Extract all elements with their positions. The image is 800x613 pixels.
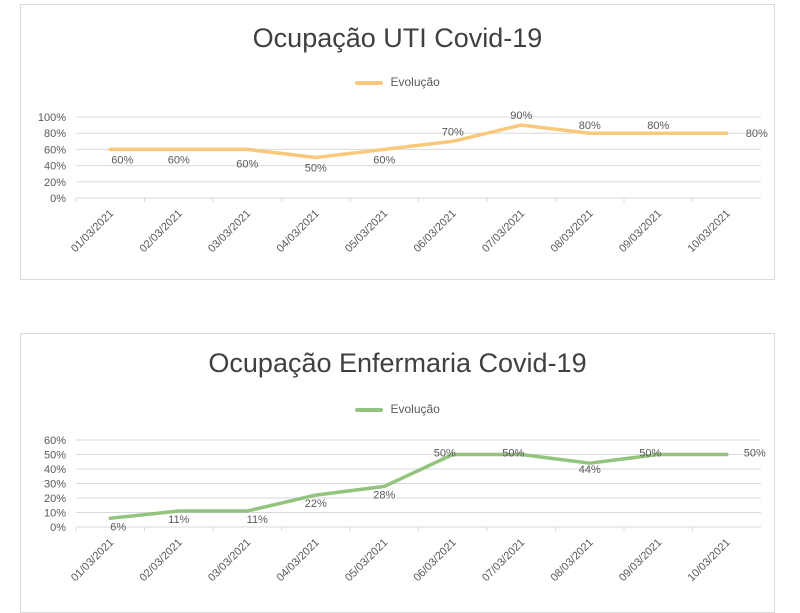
enfermaria-legend-swatch xyxy=(355,407,384,412)
uti-x-tick-label: 07/03/2021 xyxy=(480,208,527,255)
enf-data-label: 50% xyxy=(502,448,524,460)
enf-data-label: 11% xyxy=(247,514,268,526)
enf-series-line xyxy=(108,452,729,521)
enf-x-tick-label: 03/03/2021 xyxy=(206,537,253,584)
uti-data-label: 60% xyxy=(373,154,395,166)
uti-x-tick-label: 01/03/2021 xyxy=(69,208,116,255)
enf-data-label: 50% xyxy=(434,448,456,460)
enf-x-tick-label: 02/03/2021 xyxy=(137,537,184,584)
enf-data-label: 44% xyxy=(579,464,601,476)
enfermaria-legend-label: Evolução xyxy=(390,402,440,416)
enf-x-tick-label: 01/03/2021 xyxy=(69,537,116,584)
uti-y-tick-label: 40% xyxy=(44,161,66,173)
uti-x-tick-label: 03/03/2021 xyxy=(206,208,253,255)
uti-data-label: 60% xyxy=(111,154,133,166)
enfermaria-chart-panel: Ocupação Enfermaria Covid-19 Evolução 0%… xyxy=(20,333,775,613)
enf-y-tick-label: 60% xyxy=(44,435,66,447)
uti-data-label: 60% xyxy=(236,158,258,170)
enf-y-tick-label: 10% xyxy=(44,508,66,520)
uti-y-tick-label: 100% xyxy=(38,112,66,124)
enf-y-tick-label: 0% xyxy=(50,522,66,534)
uti-chart-title: Ocupação UTI Covid-19 xyxy=(252,23,543,53)
uti-data-label: 70% xyxy=(442,126,464,138)
uti-legend: Evolução xyxy=(21,75,774,89)
uti-x-tick-label: 08/03/2021 xyxy=(548,208,595,255)
uti-data-label: 80% xyxy=(579,120,601,132)
enf-x-tick-label: 04/03/2021 xyxy=(274,537,321,584)
uti-x-tick-label: 09/03/2021 xyxy=(617,208,664,255)
uti-data-label: 80% xyxy=(647,120,669,132)
uti-x-tick-label: 02/03/2021 xyxy=(137,208,184,255)
enf-data-label: 50% xyxy=(744,448,766,460)
enf-data-label: 11% xyxy=(168,514,189,526)
uti-legend-label: Evolução xyxy=(390,75,440,89)
enf-data-label: 50% xyxy=(639,448,661,460)
uti-y-tick-label: 20% xyxy=(44,177,66,189)
uti-chart-panel: Ocupação UTI Covid-19 Evolução 0% 20% 40% 6… xyxy=(20,4,775,280)
enfermaria-legend: Evolução xyxy=(21,402,774,416)
uti-data-label: 50% xyxy=(305,163,327,175)
uti-data-label: 80% xyxy=(746,128,768,140)
uti-x-tick-label: 05/03/2021 xyxy=(343,208,390,255)
enf-y-tick-label: 40% xyxy=(44,464,66,476)
enf-data-label: 28% xyxy=(373,489,395,501)
uti-legend-swatch xyxy=(355,80,384,85)
uti-data-label: 60% xyxy=(168,154,190,166)
uti-chart-plot: 0% 20% 40% 60% 80% 100% 01/03/2021 02/03/2021 03… xyxy=(38,110,768,255)
enf-y-tick-label: 30% xyxy=(44,479,66,491)
enf-data-label: 6% xyxy=(110,521,126,533)
uti-series-line xyxy=(108,123,729,160)
enf-x-tick-label: 05/03/2021 xyxy=(343,537,390,584)
uti-x-tick-label: 06/03/2021 xyxy=(411,208,458,255)
enf-y-tick-label: 50% xyxy=(44,450,66,462)
enf-x-tick-label: 07/03/2021 xyxy=(480,537,527,584)
uti-y-tick-label: 60% xyxy=(44,144,66,156)
uti-y-tick-label: 0% xyxy=(50,193,66,205)
enfermaria-chart-plot: 0% 10% 20% 30% 40% 50% 60% 01/03/2021 02/03/2021… xyxy=(44,435,766,584)
enf-data-label: 22% xyxy=(305,498,327,510)
enf-x-tick-label: 08/03/2021 xyxy=(548,537,595,584)
enf-y-tick-label: 20% xyxy=(44,493,66,505)
enf-x-tick-label: 06/03/2021 xyxy=(411,537,458,584)
uti-data-label: 90% xyxy=(510,110,532,122)
uti-x-tick-label: 04/03/2021 xyxy=(274,208,321,255)
uti-y-tick-label: 80% xyxy=(44,128,66,140)
uti-x-tick-label: 10/03/2021 xyxy=(685,208,732,255)
enfermaria-chart-title: Ocupação Enfermaria Covid-19 xyxy=(208,348,587,378)
enf-x-tick-label: 10/03/2021 xyxy=(685,537,732,584)
enf-x-tick-label: 09/03/2021 xyxy=(617,537,664,584)
